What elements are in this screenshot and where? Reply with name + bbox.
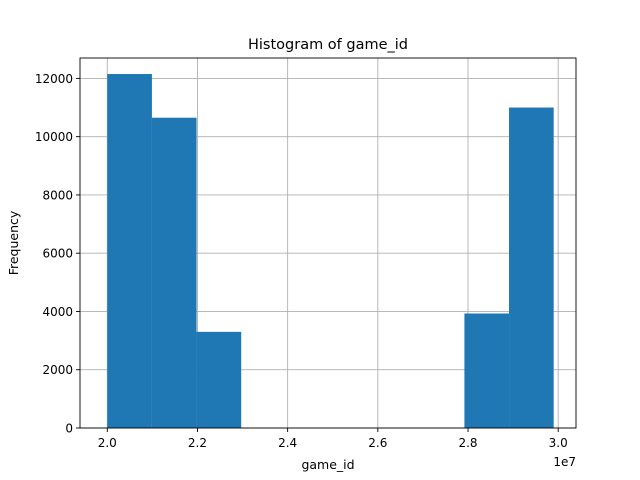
- chart-title: Histogram of game_id: [248, 37, 408, 53]
- x-axis-offset-label: 1e7: [553, 455, 576, 469]
- histogram-bar: [151, 117, 197, 428]
- y-tick-label: 8000: [42, 188, 73, 202]
- histogram-bar: [509, 107, 554, 428]
- x-tick-label: 3.0: [549, 436, 568, 450]
- y-tick-label: 12000: [35, 72, 73, 86]
- x-tick-label: 2.6: [368, 436, 387, 450]
- histogram-bars: [107, 74, 554, 428]
- y-tick-label: 6000: [42, 247, 73, 261]
- x-axis-label: game_id: [301, 457, 354, 472]
- y-tick-label: 10000: [35, 130, 73, 144]
- y-axis-label: Frequency: [6, 210, 21, 275]
- x-tick-label: 2.2: [188, 436, 207, 450]
- y-tick-label: 2000: [42, 363, 73, 377]
- x-tick-label: 2.0: [98, 436, 117, 450]
- y-tick-label: 0: [65, 422, 73, 436]
- histogram-bar: [196, 331, 242, 428]
- histogram-bar: [107, 74, 152, 428]
- y-tick-label: 4000: [42, 305, 73, 319]
- x-tick-label: 2.4: [278, 436, 297, 450]
- x-tick-label: 2.8: [458, 436, 477, 450]
- histogram-bar: [464, 313, 510, 428]
- x-axis-ticks: 2.0 2.2 2.4 2.6 2.8 3.0: [98, 428, 568, 450]
- plot-frame: [79, 57, 577, 429]
- y-axis-ticks: 0 2000 4000 6000 8000 10000 12000: [35, 72, 80, 436]
